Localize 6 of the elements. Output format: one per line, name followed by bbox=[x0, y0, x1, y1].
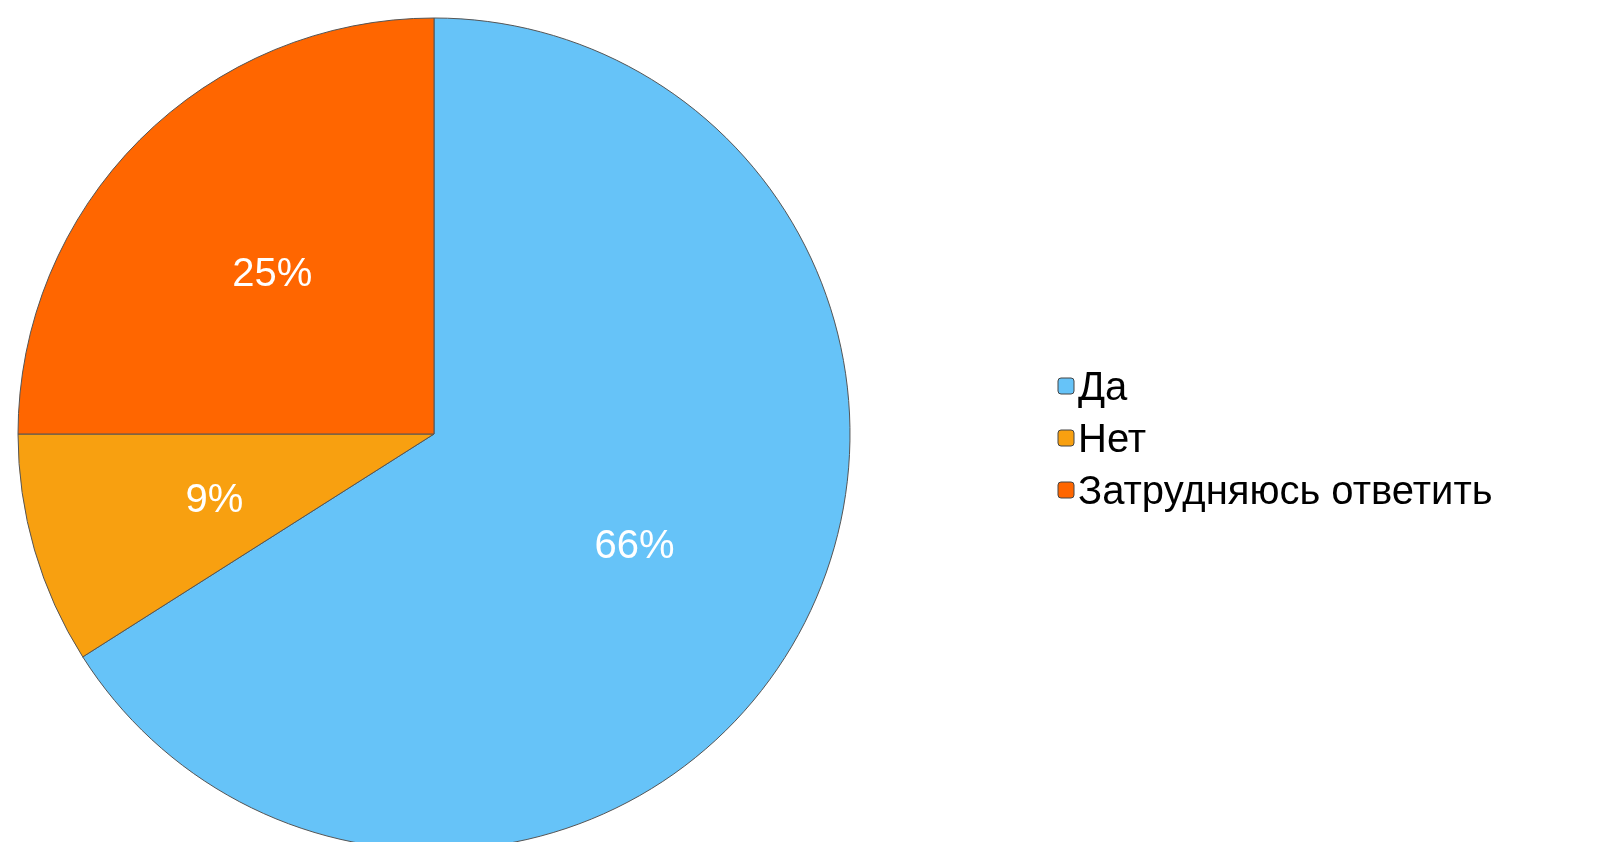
legend-label: Да bbox=[1078, 364, 1129, 408]
data-label: 9% bbox=[185, 475, 244, 520]
data-label: 25% bbox=[232, 250, 313, 295]
legend-label: Нет bbox=[1078, 416, 1147, 460]
data-label: 66% bbox=[594, 522, 675, 567]
legend-label: Затрудняюсь ответить bbox=[1078, 468, 1493, 512]
